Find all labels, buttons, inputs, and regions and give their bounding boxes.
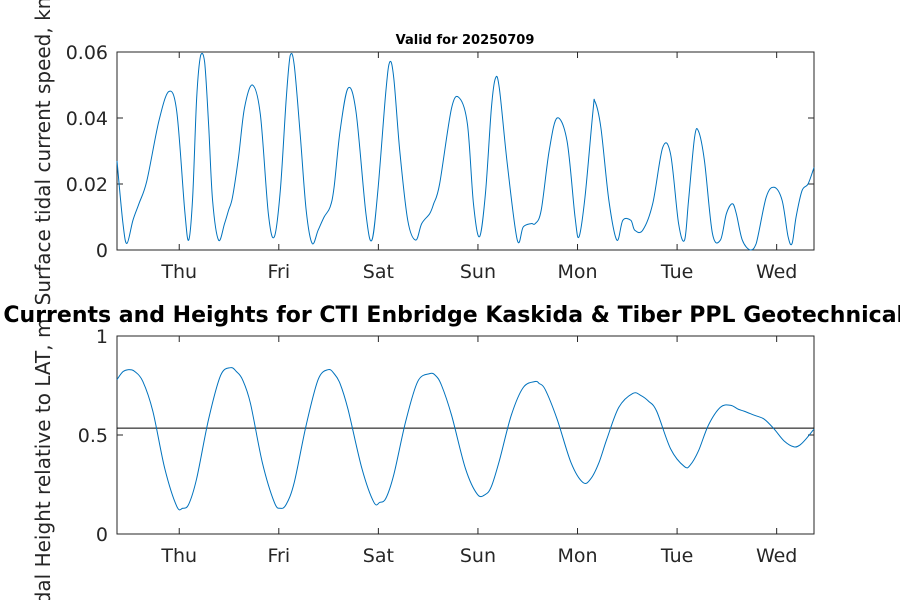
- current-speed-series-line: [116, 52, 815, 251]
- current-speed-x-tick-label: Tue: [660, 261, 693, 283]
- current-speed-x-tick-label: Sat: [363, 261, 394, 283]
- current-speed-y-tick-label: 0.04: [66, 108, 108, 130]
- current-speed-x-tick-label: Wed: [756, 261, 797, 283]
- tidal-height-ticks: [117, 335, 814, 535]
- current-speed-tick-labels: 0 0.02 0.04 0.06 Thu Fri Sat Sun Mon Tue Wed: [66, 42, 798, 283]
- tidal-height-tick-labels: 0 0.5 1 Thu Fri Sat Sun Mon Tue Wed: [78, 326, 798, 567]
- current-speed-y-tick-label: 0: [96, 240, 108, 262]
- current-speed-ticks: [117, 51, 814, 251]
- tidal-height-y-tick-label: 0: [96, 524, 108, 546]
- tidal-height-x-tick-label: Wed: [756, 545, 797, 567]
- tidal-height-y-tick-label: 0.5: [78, 425, 108, 447]
- current-speed-x-tick-label: Sun: [460, 261, 496, 283]
- tidal-height-panel: 0 0.5 1 Thu Fri Sat Sun Mon Tue Wed Tidal Height …: [31, 319, 815, 600]
- tidal-height-x-tick-label: Tue: [660, 545, 693, 567]
- tidal-height-axes-box: [116, 335, 815, 535]
- tidal-height-x-tick-label: Sat: [363, 545, 394, 567]
- current-speed-panel: 0 0.02 0.04 0.06 Thu Fri Sat Sun Mon Tue Wed Valid…: [31, 0, 815, 305]
- current-speed-x-tick-label: Mon: [557, 261, 597, 283]
- figure-title: Currents and Heights for CTI Enbridge Ka…: [3, 303, 900, 328]
- tidal-height-x-tick-label: Fri: [267, 545, 290, 567]
- tidal-height-y-tick-label: 1: [96, 326, 108, 348]
- current-speed-title: Valid for 20250709: [396, 33, 535, 48]
- tidal-height-y-axis-label: Tidal Height relative to LAT, m: [31, 319, 55, 600]
- tidal-height-x-tick-label: Mon: [557, 545, 597, 567]
- current-speed-y-tick-label: 0.06: [66, 42, 108, 64]
- tidal-height-x-tick-label: Sun: [460, 545, 496, 567]
- tidal-height-x-tick-label: Thu: [160, 545, 197, 567]
- current-speed-x-tick-label: Fri: [267, 261, 290, 283]
- current-speed-x-tick-label: Thu: [160, 261, 197, 283]
- current-speed-y-axis-label: Surface tidal current speed, kn: [31, 0, 55, 305]
- current-speed-axes-box: [116, 51, 815, 251]
- tidal-height-series-line: [116, 367, 815, 511]
- current-speed-y-tick-label: 0.02: [66, 174, 108, 196]
